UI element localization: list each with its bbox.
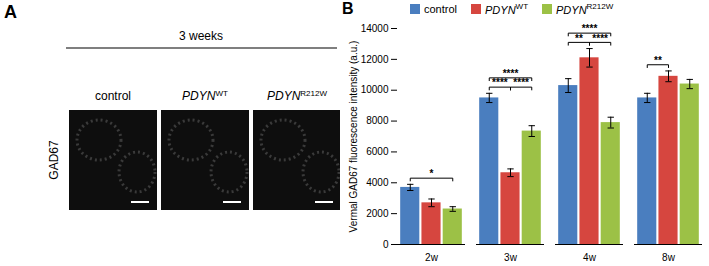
svg-text:6000: 6000 [366,146,389,157]
svg-text:2000: 2000 [366,208,389,219]
svg-text:Vermal GAD67 fluorescence inte: Vermal GAD67 fluorescence intensity (a.u… [348,41,359,233]
html-text:PDYNWT: PDYNWT [485,2,528,16]
svg-text:*: * [430,168,434,179]
svg-text:****: **** [592,33,608,44]
svg-text:**: ** [654,55,662,66]
svg-text:GAD67: GAD67 [47,140,61,180]
svg-text:4w: 4w [583,252,597,263]
html-text:PDYNR212W: PDYNR212W [556,2,614,16]
svg-text:8000: 8000 [366,115,389,126]
svg-text:12000: 12000 [361,54,389,65]
svg-text:****: **** [513,77,529,88]
svg-text:A: A [4,2,17,22]
svg-text:10000: 10000 [361,84,389,95]
html-text:B: B [342,0,354,17]
html-text:control: control [424,2,457,15]
svg-text:8w: 8w [662,252,676,263]
svg-text:3 weeks: 3 weeks [179,29,223,43]
svg-text:4000: 4000 [366,177,389,188]
svg-text:control: control [95,89,131,103]
svg-text:0: 0 [383,239,389,250]
svg-text:3w: 3w [504,252,518,263]
svg-text:2w: 2w [425,252,439,263]
svg-text:PDYNWT: PDYNWT [182,89,228,104]
svg-text:PDYNR212W: PDYNR212W [267,89,327,104]
svg-text:14000: 14000 [361,23,389,34]
